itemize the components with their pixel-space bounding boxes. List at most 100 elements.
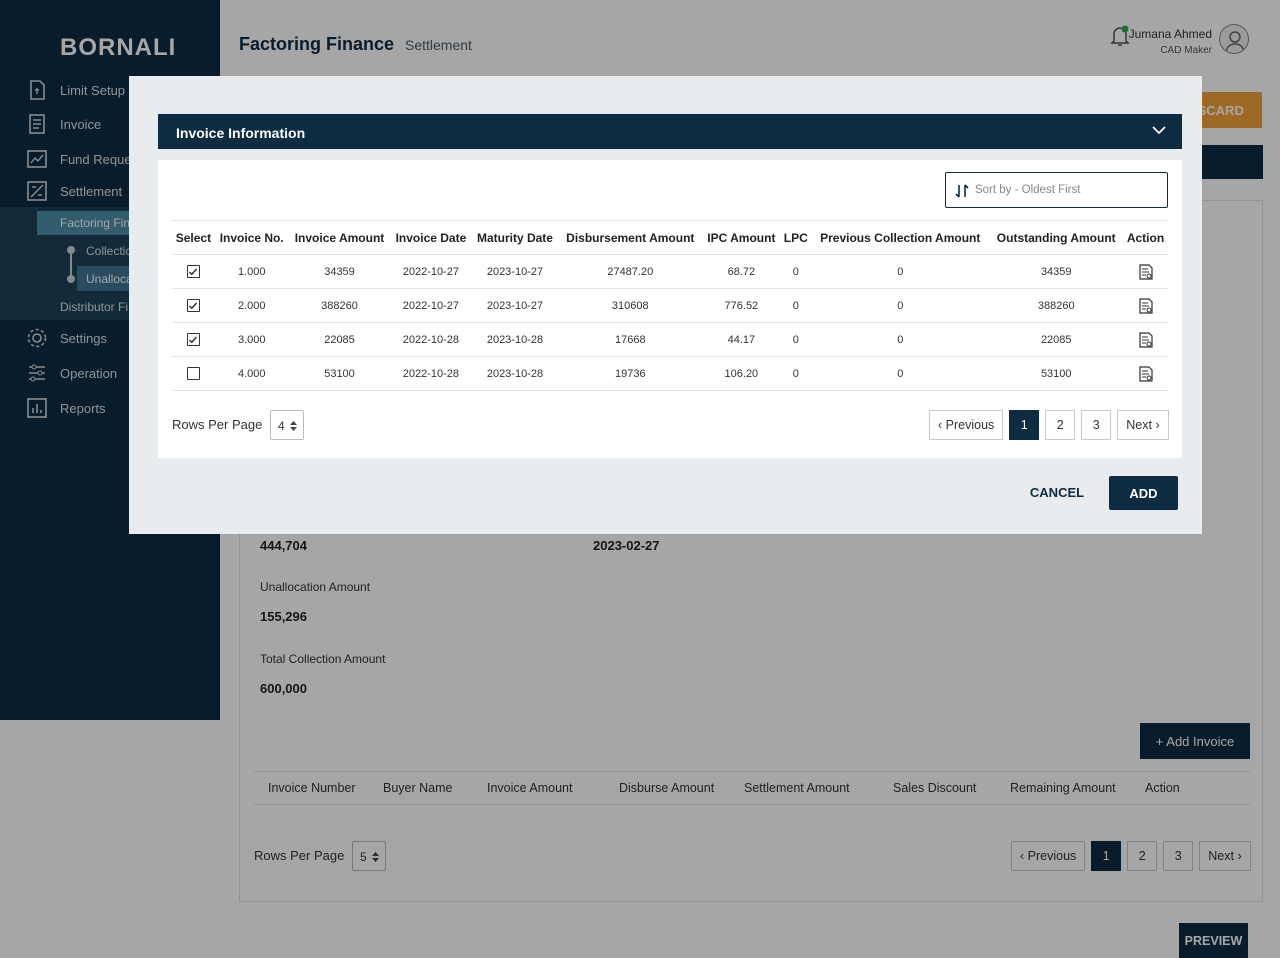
invoice-modal: Invoice Information Sort by - Oldest Fir… [129,76,1202,534]
cell-lpc: 0 [780,322,812,357]
cell-disbursement: 17668 [558,322,703,357]
modal-pagination: ‹ Previous 1 2 3 Next › [929,410,1169,440]
cell-invoice-amount: 388260 [288,288,391,323]
sidebar-item-settlement[interactable]: Settlement [26,180,122,202]
row-checkbox[interactable] [186,367,200,380]
amount-value: 444,704 [260,538,307,553]
page-2-button[interactable]: 2 [1045,410,1076,440]
table-row: 3.000 22085 2022-10-28 2023-10-28 17668 … [172,322,1168,357]
column-header: LPC [780,220,812,255]
tree-dot [67,246,75,254]
add-invoice-button[interactable]: + Add Invoice [1140,723,1250,759]
avatar[interactable] [1219,24,1249,54]
settlement-pagination: ‹ Previous 1 2 3 Next › [1011,841,1251,871]
sidebar-subitem-collection[interactable]: Collectio [86,244,133,258]
total-collection-label: Total Collection Amount [260,652,386,666]
cell-invoice-date: 2022-10-27 [390,254,472,289]
fund-request-icon [27,150,47,168]
page-1-button[interactable]: 1 [1091,841,1122,871]
sidebar-item-fund-request[interactable]: Fund Reques [26,148,138,170]
user-role: CAD Maker [1160,45,1212,56]
next-page-button[interactable]: Next › [1199,841,1251,871]
chevron-left-icon: ‹ [1020,849,1028,863]
next-label: Next [1208,849,1234,863]
column-header: Previous Collection Amount [811,220,990,255]
page-subtitle: Settlement [405,37,472,53]
cell-disbursement: 19736 [558,356,703,391]
column-header: Action [1145,781,1180,795]
column-header: Outstanding Amount [989,220,1123,255]
next-page-button[interactable]: Next › [1117,410,1169,440]
row-checkbox-checked[interactable] [186,333,200,346]
date-value: 2023-02-27 [593,538,660,553]
select-arrows-icon [290,421,297,431]
settings-icon [27,328,47,348]
sidebar-item-label: Settlement [60,183,123,199]
column-header: Select [172,220,215,255]
previous-page-button[interactable]: ‹ Previous [1011,841,1086,871]
add-button[interactable]: ADD [1109,476,1178,510]
view-document-icon[interactable] [1138,365,1153,382]
page-2-button[interactable]: 2 [1127,841,1158,871]
total-collection-value: 600,000 [260,681,307,696]
cell-prev-collection: 0 [811,322,990,357]
column-header: Invoice Amount [487,781,573,795]
previous-page-button[interactable]: ‹ Previous [929,410,1004,440]
cell-maturity-date: 2023-10-28 [471,356,559,391]
sidebar-item-label: Invoice [60,116,102,132]
sidebar-item-operation[interactable]: Operation [26,362,117,384]
cell-invoice-no: 2.000 [214,288,289,323]
sort-icon [955,184,969,198]
cell-lpc: 0 [780,288,812,323]
view-document-icon[interactable] [1138,331,1153,348]
cancel-button[interactable]: CANCEL [1022,479,1092,505]
tree-dot [67,275,75,283]
settlement-table-header: Invoice Number Buyer Name Invoice Amount… [254,771,1250,805]
page-title: Factoring Finance [239,34,395,54]
cell-prev-collection: 0 [811,356,990,391]
panel-title: Invoice Information [176,125,306,141]
cell-ipc: 776.52 [702,288,781,323]
cell-ipc: 106.20 [702,356,781,391]
limit-setup-icon [30,80,45,100]
page-3-button[interactable]: 3 [1081,410,1112,440]
preview-button[interactable]: PREVIEW [1179,923,1248,958]
rows-per-page-select[interactable]: 5 [352,841,386,871]
cell-prev-collection: 0 [811,254,990,289]
row-checkbox-checked[interactable] [186,299,200,312]
previous-label: Previous [945,418,995,432]
view-document-icon[interactable] [1138,297,1153,314]
column-header: Disbursement Amount [558,220,703,255]
unallocation-label: Unallocation Amount [260,580,371,594]
column-header: Invoice Amount [288,220,391,255]
user-info[interactable]: Jumana Ahmed CAD Maker [1129,27,1212,56]
unallocation-value: 155,296 [260,609,307,624]
cell-ipc: 44.17 [702,322,781,357]
sidebar-item-distributor[interactable]: Distributor Fi [60,300,129,314]
user-name: Jumana Ahmed [1128,27,1212,41]
bell-icon[interactable] [1110,24,1130,48]
sidebar-item-reports[interactable]: Reports [26,397,106,419]
view-document-icon[interactable] [1138,263,1153,280]
cell-invoice-no: 3.000 [214,322,289,357]
chevron-down-icon[interactable] [1152,125,1166,135]
sidebar-item-label: Limit Setup [60,82,126,98]
column-header: Invoice Date [390,220,472,255]
operation-icon [29,364,45,382]
row-checkbox-checked[interactable] [186,265,200,278]
page-1-button[interactable]: 1 [1009,410,1040,440]
sidebar-item-label: Operation [60,365,118,381]
sidebar-item-label: Settings [60,330,107,346]
invoice-panel-header[interactable]: Invoice Information [158,114,1182,149]
sidebar-item-invoice[interactable]: Invoice [26,113,101,135]
cell-invoice-no: 1.000 [214,254,289,289]
cell-invoice-amount: 53100 [288,356,391,391]
sidebar-item-limit-setup[interactable]: Limit Setup [26,79,125,101]
previous-label: Previous [1027,849,1077,863]
cell-invoice-no: 4.000 [214,356,289,391]
cell-lpc: 0 [780,356,812,391]
page-3-button[interactable]: 3 [1163,841,1194,871]
rows-per-page-select[interactable]: 4 [270,410,304,440]
sidebar-item-settings[interactable]: Settings [26,327,107,349]
sort-select[interactable]: Sort by - Oldest First [945,172,1168,208]
